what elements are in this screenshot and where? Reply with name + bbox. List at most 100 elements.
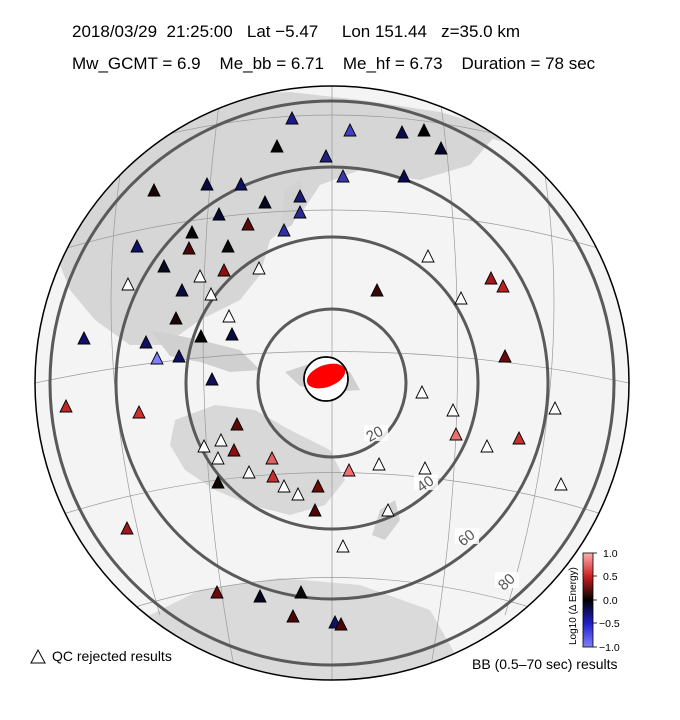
colorbar: 1.0 0.5 0.0 −0.5 −1.0 Log10 (Δ Energy) [568,548,620,654]
station-triangle [211,474,225,489]
station-triangle [277,222,291,237]
station-triangle [222,308,236,323]
ring-label-40: 40 [414,472,437,495]
station-triangle [200,176,214,191]
station-triangle [182,240,196,255]
station-triangle [120,520,134,535]
maritime-asia [150,330,260,372]
station-triangle [121,276,135,291]
station-triangle [197,438,211,453]
station-triangle [293,188,307,203]
station-triangle [381,502,395,517]
station-triangle [265,450,279,465]
colorbar-gradient [582,552,594,648]
station-triangle [421,248,435,263]
station-triangle [498,348,512,363]
station-triangle [225,326,239,341]
station-triangle [484,270,498,285]
station-triangle [253,588,267,603]
station-triangle [417,122,431,137]
station-triangle [221,238,235,253]
qc-rejected-legend-icon [30,648,46,664]
station-triangle [227,442,241,457]
station-triangle [234,176,248,191]
ring-label-20: 20 [363,423,386,446]
station-triangle [415,384,429,399]
station-triangle [311,478,325,493]
station-triangle [194,328,208,343]
station-triangle [130,238,144,253]
station-triangle [150,350,164,365]
station-triangle [277,478,291,493]
event-info-line: 2018/03/29 21:25:00 Lat −5.47 Lon 151.44… [72,22,521,41]
station-triangle [446,402,460,417]
asia-landmass [50,92,500,345]
station-triangle [285,110,299,125]
station-triangle [241,216,255,231]
station-triangle [336,168,350,183]
station-triangle [175,282,189,297]
station-triangle [204,286,218,301]
distance-rings [48,99,616,667]
station-triangle [211,450,225,465]
station-triangle [397,168,411,183]
station-triangle [169,310,183,325]
station-triangle [480,438,494,453]
station-triangle [449,426,463,441]
station-triangle [342,462,356,477]
station-triangle [77,330,91,345]
station-triangle [270,138,284,153]
station-triangle [418,460,432,475]
station-markers [59,110,568,631]
station-triangle [370,282,384,297]
station-triangle [172,348,186,363]
colorbar-title: Log10 (Δ Energy) [568,567,579,645]
station-triangle [252,260,266,275]
station-triangle [293,204,307,219]
station-triangle [193,268,207,283]
station-triangle [242,464,256,479]
station-triangle [294,584,308,599]
station-triangle [454,290,468,305]
station-triangle [139,334,153,349]
station-triangle [212,206,226,221]
station-triangle [372,456,386,471]
station-triangle [132,404,146,419]
colorbar-tick: −0.5 [599,618,620,630]
station-triangle [157,258,171,273]
station-triangle [395,124,409,139]
station-triangle [291,486,305,501]
station-triangle [185,224,199,239]
station-triangle [147,182,161,197]
qc-rejected-legend: QC rejected results [52,648,172,664]
station-triangle [230,416,244,431]
station-triangle [59,398,73,413]
station-triangle [512,430,526,445]
station-triangle [308,502,322,517]
station-triangle [266,468,280,483]
colorbar-tick: 1.0 [603,548,618,560]
colorbar-tick: 0.0 [603,595,618,607]
colorbar-tick: 0.5 [603,571,618,583]
station-triangle [319,148,333,163]
station-triangle [434,140,448,155]
station-triangle [286,608,300,623]
station-triangle [336,538,350,553]
focal-mechanism-beachball [303,356,349,402]
station-triangle [210,584,224,599]
magnitude-info-line: Mw_GCMT = 6.9 Me_bb = 6.71 Me_hf = 6.73 … [72,54,596,73]
bb-band-legend: BB (0.5–70 sec) results [472,656,618,672]
colorbar-tick: −1.0 [599,642,620,654]
ring-labels: 20 40 60 80 [363,423,519,594]
ring-label-60: 60 [455,526,479,550]
station-triangle [343,122,357,137]
station-triangle [258,194,272,209]
station-triangle [554,476,568,491]
station-triangle [496,278,510,293]
globe-outline [34,85,630,681]
station-triangle [334,616,348,631]
station-triangle [548,400,562,415]
station-triangle [205,371,219,386]
station-triangle [217,262,231,277]
